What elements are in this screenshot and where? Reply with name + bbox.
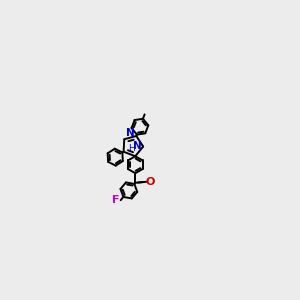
- Text: O: O: [146, 177, 155, 187]
- Text: H: H: [128, 144, 135, 153]
- Text: N: N: [133, 142, 142, 152]
- Text: N: N: [126, 128, 134, 138]
- Text: F: F: [112, 195, 119, 205]
